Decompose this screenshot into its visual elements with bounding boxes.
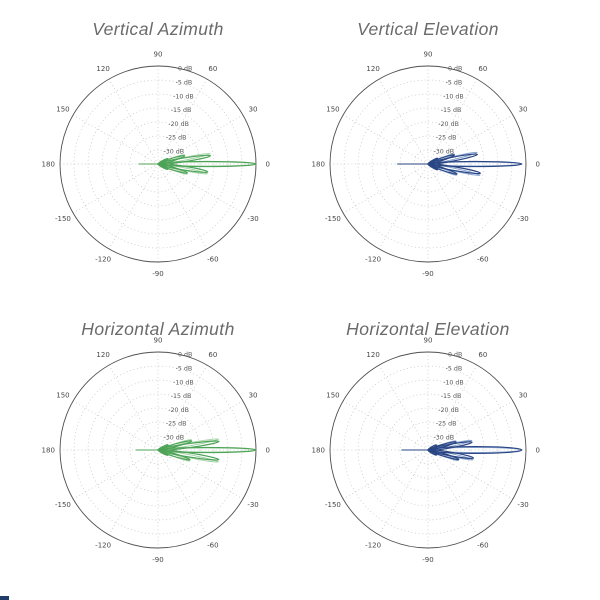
svg-text:30: 30 (249, 391, 258, 399)
polar-plot-horizontal-azimuth: 90 60 30 0 -30 -60 -90 -120 -150 180 150 120 0 dB -5 … (42, 337, 270, 565)
svg-text:120: 120 (366, 65, 379, 73)
svg-text:-90: -90 (152, 556, 163, 564)
svg-text:-30: -30 (517, 215, 528, 223)
svg-text:0: 0 (266, 446, 270, 454)
svg-text:180: 180 (42, 446, 55, 454)
polar-plot-vertical-azimuth: 90 60 30 0 -30 -60 -90 -120 -150 180 150 120 0 dB -5 … (42, 51, 270, 279)
svg-text:-20 dB: -20 dB (168, 407, 189, 414)
polar-plot-vertical-elevation: 90 60 30 0 -30 -60 -90 -120 -150 180 150 120 0 dB -5 … (312, 51, 540, 279)
chart-title-horizontal-azimuth: Horizontal Azimuth (81, 319, 235, 339)
svg-text:-60: -60 (207, 255, 218, 263)
polar-plot-horizontal-elevation: 90 60 30 0 -30 -60 -90 -120 -150 180 150 120 0 dB -5 … (312, 337, 540, 565)
svg-text:30: 30 (519, 105, 528, 113)
svg-text:-15 dB: -15 dB (441, 393, 462, 400)
svg-text:-5 dB: -5 dB (176, 365, 193, 372)
svg-text:-60: -60 (207, 541, 218, 549)
svg-text:0: 0 (266, 160, 270, 168)
svg-text:-30 dB: -30 dB (433, 434, 454, 441)
svg-text:30: 30 (519, 391, 528, 399)
svg-text:150: 150 (326, 391, 339, 399)
chart-title-vertical-elevation: Vertical Elevation (357, 19, 499, 39)
svg-text:-90: -90 (152, 270, 163, 278)
svg-text:-20 dB: -20 dB (438, 407, 459, 414)
svg-text:0: 0 (536, 160, 540, 168)
svg-text:-90: -90 (422, 556, 433, 564)
svg-text:0: 0 (536, 446, 540, 454)
svg-text:60: 60 (208, 351, 217, 359)
svg-text:-120: -120 (95, 541, 111, 549)
svg-text:150: 150 (56, 105, 69, 113)
svg-text:-30 dB: -30 dB (433, 148, 454, 155)
svg-text:90: 90 (424, 51, 433, 59)
chart-horizontal-elevation: Horizontal Elevation 90 60 30 0 -30 -60 -90 -12… (300, 300, 600, 600)
svg-text:-150: -150 (55, 501, 71, 509)
svg-text:90: 90 (154, 337, 163, 345)
svg-text:-60: -60 (477, 541, 488, 549)
svg-text:-15 dB: -15 dB (441, 107, 462, 114)
svg-text:180: 180 (312, 446, 325, 454)
corner-artifact (0, 596, 9, 600)
svg-text:-30 dB: -30 dB (163, 148, 184, 155)
chart-horizontal-azimuth: Horizontal Azimuth 90 60 30 0 -30 -60 -90 -120 -… (0, 300, 300, 600)
svg-text:-25 dB: -25 dB (436, 421, 457, 428)
svg-text:-25 dB: -25 dB (166, 135, 187, 142)
svg-text:150: 150 (56, 391, 69, 399)
svg-text:-90: -90 (422, 270, 433, 278)
svg-text:0 dB: 0 dB (448, 66, 462, 73)
svg-text:-60: -60 (477, 255, 488, 263)
svg-text:90: 90 (424, 337, 433, 345)
svg-text:-10 dB: -10 dB (173, 93, 194, 100)
svg-text:-150: -150 (55, 215, 71, 223)
svg-text:-120: -120 (95, 255, 111, 263)
svg-text:-150: -150 (325, 215, 341, 223)
svg-text:180: 180 (42, 160, 55, 168)
svg-text:-25 dB: -25 dB (436, 135, 457, 142)
svg-text:30: 30 (249, 105, 258, 113)
svg-text:-30: -30 (247, 215, 258, 223)
svg-text:150: 150 (326, 105, 339, 113)
svg-text:-10 dB: -10 dB (443, 379, 464, 386)
svg-text:90: 90 (154, 51, 163, 59)
svg-text:60: 60 (208, 65, 217, 73)
svg-text:60: 60 (478, 65, 487, 73)
svg-text:-30: -30 (517, 501, 528, 509)
svg-text:120: 120 (366, 351, 379, 359)
chart-title-vertical-azimuth: Vertical Azimuth (92, 19, 224, 39)
svg-text:180: 180 (312, 160, 325, 168)
svg-text:-30: -30 (247, 501, 258, 509)
svg-text:-5 dB: -5 dB (446, 79, 463, 86)
svg-text:-10 dB: -10 dB (173, 379, 194, 386)
svg-text:-5 dB: -5 dB (176, 79, 193, 86)
svg-text:-20 dB: -20 dB (168, 121, 189, 128)
svg-text:-120: -120 (365, 541, 381, 549)
svg-text:60: 60 (478, 351, 487, 359)
svg-text:-150: -150 (325, 501, 341, 509)
svg-text:-25 dB: -25 dB (166, 421, 187, 428)
svg-text:-15 dB: -15 dB (171, 393, 192, 400)
svg-text:-20 dB: -20 dB (438, 121, 459, 128)
svg-text:-10 dB: -10 dB (443, 93, 464, 100)
svg-text:-120: -120 (365, 255, 381, 263)
svg-text:-5 dB: -5 dB (446, 365, 463, 372)
chart-vertical-elevation: Vertical Elevation 90 60 30 0 -30 -60 -90 -120 -… (300, 0, 600, 300)
svg-text:0 dB: 0 dB (448, 352, 462, 359)
svg-text:120: 120 (96, 351, 109, 359)
svg-text:-30 dB: -30 dB (163, 434, 184, 441)
svg-text:0 dB: 0 dB (178, 66, 192, 73)
svg-text:120: 120 (96, 65, 109, 73)
svg-text:-15 dB: -15 dB (171, 107, 192, 114)
chart-title-horizontal-elevation: Horizontal Elevation (346, 319, 510, 339)
chart-vertical-azimuth: Vertical Azimuth 90 60 30 0 -30 -60 -90 -120 -15… (0, 0, 300, 300)
svg-text:0 dB: 0 dB (178, 352, 192, 359)
